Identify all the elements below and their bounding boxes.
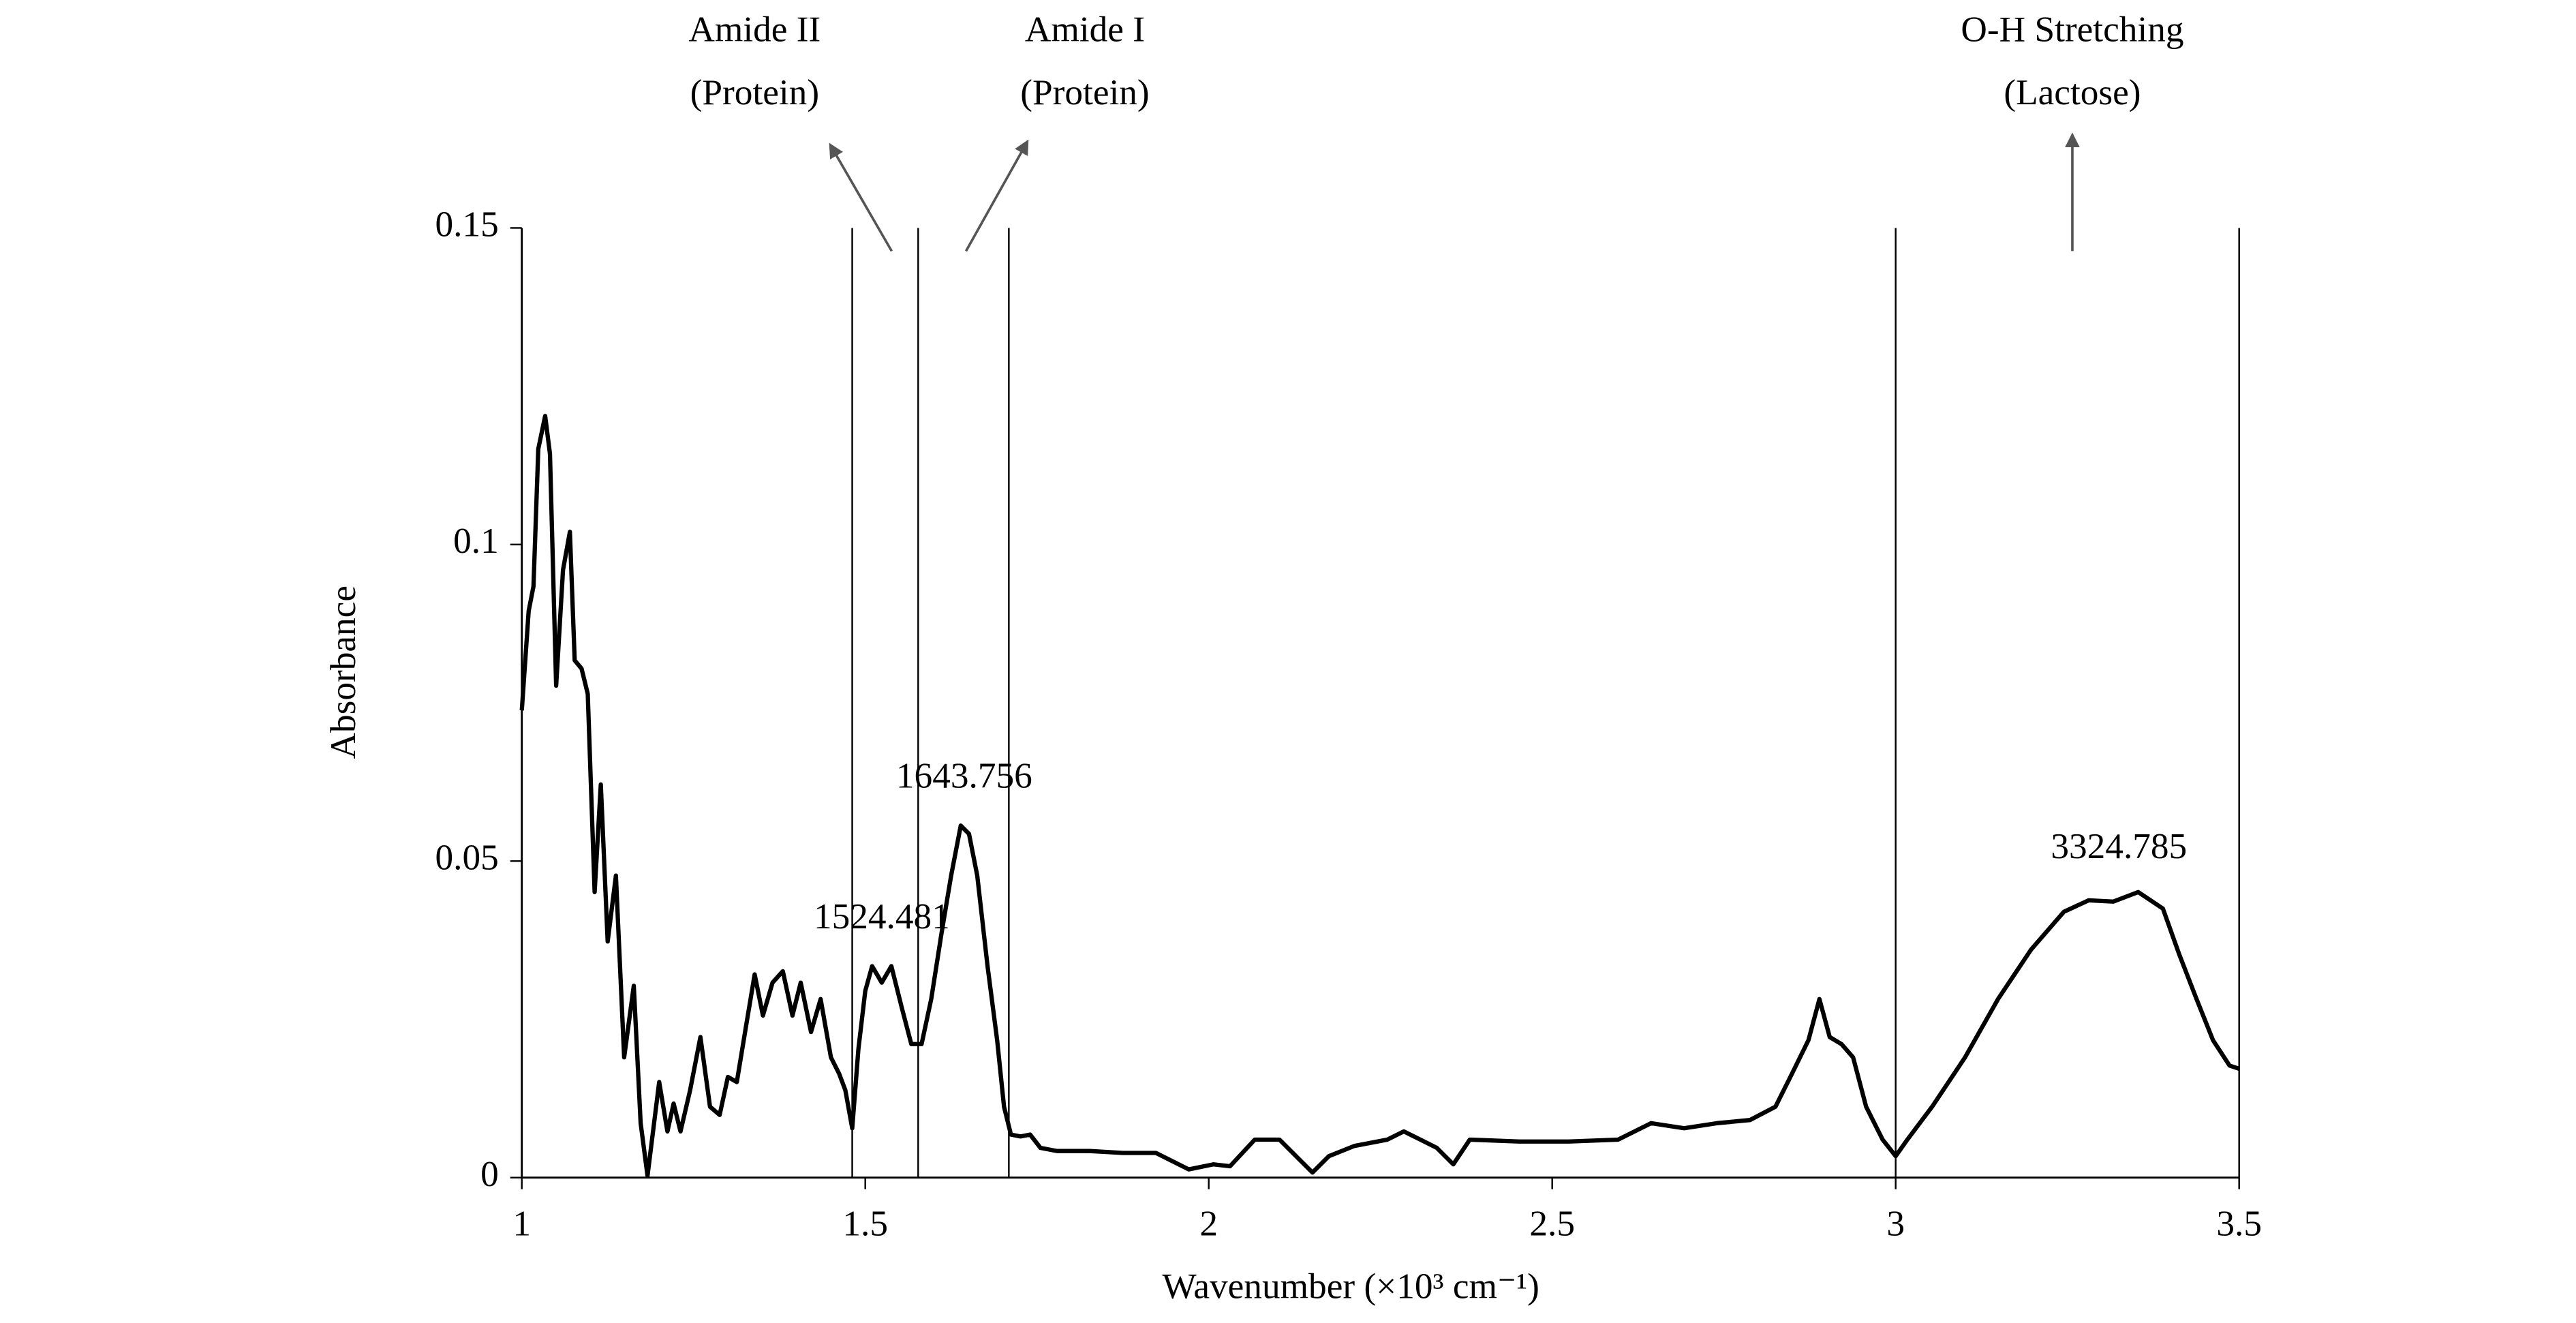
- band-label: Amide II: [688, 10, 821, 50]
- y-tick-label: 0.1: [453, 521, 499, 561]
- y-axis-title: Absorbance: [323, 586, 363, 759]
- peak-label: 3324.785: [2051, 826, 2187, 866]
- band-label: (Lactose): [2004, 72, 2141, 112]
- x-tick-label: 1: [512, 1204, 531, 1244]
- x-axis-title: Wavenumber (×10³ cm⁻¹): [1162, 1266, 1539, 1307]
- peak-label: 1524.481: [814, 896, 950, 937]
- band-arrow: [829, 142, 893, 252]
- x-tick-label: 3.5: [2216, 1204, 2262, 1244]
- y-tick-label: 0.05: [435, 838, 498, 878]
- y-tick-label: 0.15: [435, 204, 498, 245]
- spectrum-line: [519, 414, 2240, 1178]
- band-label: O-H Stretching: [1961, 10, 2183, 50]
- band-label: (Protein): [690, 72, 819, 112]
- band-arrow: [964, 139, 1029, 252]
- x-tick-label: 1.5: [842, 1204, 888, 1244]
- x-tick-label: 2.5: [1529, 1204, 1575, 1244]
- x-tick-label: 3: [1886, 1204, 1905, 1244]
- band-label: (Protein): [1020, 72, 1149, 112]
- y-tick-label: 0: [480, 1154, 499, 1194]
- band-label: Amide I: [1025, 10, 1145, 50]
- peak-label: 1643.756: [896, 756, 1032, 796]
- x-tick-label: 2: [1199, 1204, 1218, 1244]
